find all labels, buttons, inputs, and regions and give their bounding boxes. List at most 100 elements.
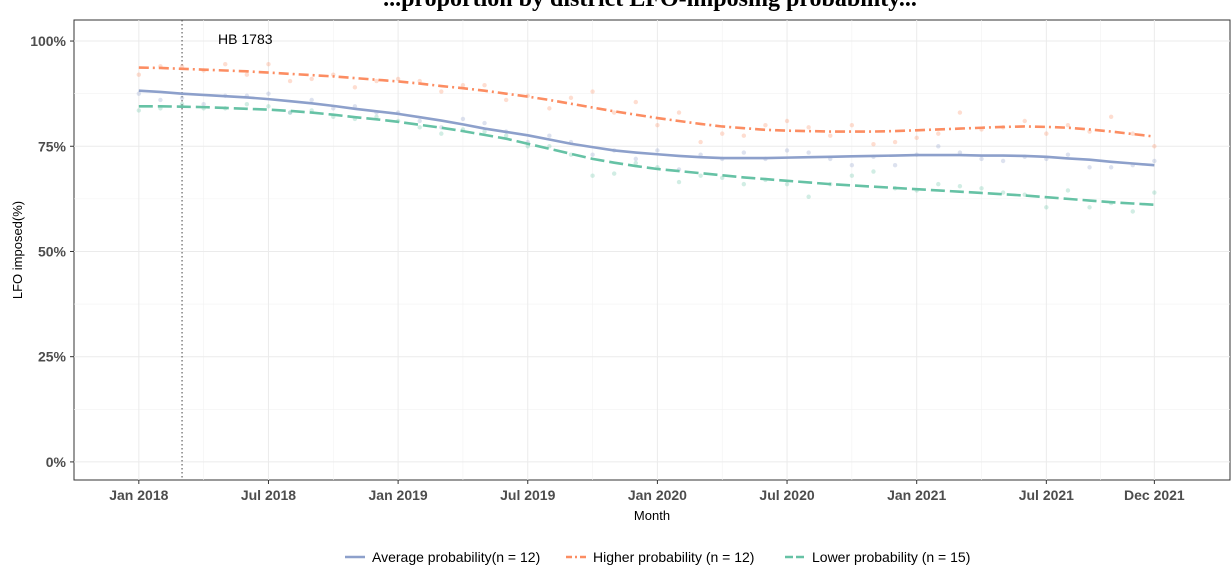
x-tick-label: Jan 2019: [369, 487, 428, 503]
point-series-0: [1066, 152, 1070, 156]
point-series-0: [742, 150, 746, 154]
point-series-0: [482, 121, 486, 125]
point-series-1: [698, 140, 702, 144]
point-series-2: [612, 171, 616, 175]
point-series-1: [828, 134, 832, 138]
point-series-1: [1044, 131, 1048, 135]
point-series-1: [1131, 131, 1135, 135]
point-series-1: [936, 131, 940, 135]
x-tick-label: Jan 2020: [628, 487, 687, 503]
point-series-2: [742, 182, 746, 186]
point-series-1: [1152, 144, 1156, 148]
point-series-1: [288, 79, 292, 83]
point-series-1: [720, 131, 724, 135]
point-series-0: [547, 134, 551, 138]
point-series-2: [871, 169, 875, 173]
point-series-1: [893, 140, 897, 144]
point-series-1: [806, 125, 810, 129]
point-series-0: [418, 119, 422, 123]
x-tick-label: Jul 2020: [759, 487, 814, 503]
y-tick-label: 75%: [38, 138, 67, 154]
point-series-0: [1087, 165, 1091, 169]
point-series-0: [137, 91, 141, 95]
x-tick-label: Jan 2018: [109, 487, 168, 503]
point-series-1: [504, 98, 508, 102]
point-series-1: [137, 73, 141, 77]
plot-panel: [74, 20, 1230, 480]
point-series-0: [266, 91, 270, 95]
point-series-0: [655, 148, 659, 152]
point-series-1: [482, 83, 486, 87]
point-series-0: [850, 163, 854, 167]
point-series-2: [1087, 205, 1091, 209]
point-series-1: [871, 142, 875, 146]
point-series-2: [958, 184, 962, 188]
y-tick-label: 0%: [46, 454, 67, 470]
point-series-1: [763, 123, 767, 127]
point-series-0: [979, 157, 983, 161]
point-series-0: [634, 157, 638, 161]
point-series-2: [850, 174, 854, 178]
point-series-2: [936, 182, 940, 186]
x-axis: Jan 2018 Jul 2018 Jan 2019 Jul 2019 Jan 2020…: [109, 480, 1185, 503]
point-series-0: [461, 117, 465, 121]
point-series-0: [1152, 159, 1156, 163]
point-series-0: [1001, 159, 1005, 163]
point-series-0: [806, 150, 810, 154]
chart-title: ...proportion by district LFO-imposing p…: [383, 0, 917, 12]
point-series-2: [1044, 205, 1048, 209]
legend-label-series-1: Higher probability (n = 12): [593, 549, 754, 565]
point-series-1: [245, 73, 249, 77]
point-series-0: [1109, 165, 1113, 169]
legend-label-series-0: Average probability(n = 12): [372, 549, 540, 565]
point-series-1: [958, 110, 962, 114]
y-tick-label: 100%: [30, 33, 66, 49]
legend-label-series-2: Lower probability (n = 15): [812, 549, 970, 565]
point-series-1: [785, 119, 789, 123]
point-series-0: [180, 96, 184, 100]
point-series-1: [655, 123, 659, 127]
x-tick-label: Dec 2021: [1124, 487, 1185, 503]
point-series-2: [1131, 209, 1135, 213]
point-series-0: [785, 148, 789, 152]
point-series-2: [137, 108, 141, 112]
point-series-1: [850, 123, 854, 127]
point-series-2: [590, 174, 594, 178]
point-series-0: [201, 102, 205, 106]
point-series-0: [590, 152, 594, 156]
point-series-1: [223, 62, 227, 66]
point-series-2: [1066, 188, 1070, 192]
point-series-1: [677, 110, 681, 114]
point-series-1: [439, 89, 443, 93]
point-series-1: [547, 106, 551, 110]
x-tick-label: Jul 2018: [241, 487, 296, 503]
legend: Average probability(n = 12) Higher probab…: [345, 549, 970, 565]
point-series-0: [309, 98, 313, 102]
point-series-1: [266, 62, 270, 66]
y-tick-label: 50%: [38, 243, 67, 259]
point-series-1: [309, 77, 313, 81]
point-series-2: [266, 104, 270, 108]
point-series-0: [158, 98, 162, 102]
y-axis-label: LFO imposed(%): [10, 201, 25, 299]
point-series-1: [353, 85, 357, 89]
hb1783-annotation: HB 1783: [218, 31, 273, 47]
point-series-2: [785, 182, 789, 186]
point-series-0: [936, 144, 940, 148]
point-series-1: [1109, 115, 1113, 119]
point-series-1: [742, 134, 746, 138]
point-series-2: [698, 174, 702, 178]
point-series-2: [418, 125, 422, 129]
x-axis-label: Month: [634, 508, 670, 523]
point-series-1: [374, 79, 378, 83]
point-series-1: [612, 110, 616, 114]
point-series-1: [569, 96, 573, 100]
point-series-2: [439, 131, 443, 135]
point-series-2: [1152, 190, 1156, 194]
point-series-1: [914, 136, 918, 140]
x-tick-label: Jul 2021: [1019, 487, 1074, 503]
x-tick-label: Jul 2019: [500, 487, 555, 503]
point-series-2: [806, 195, 810, 199]
point-series-0: [893, 163, 897, 167]
